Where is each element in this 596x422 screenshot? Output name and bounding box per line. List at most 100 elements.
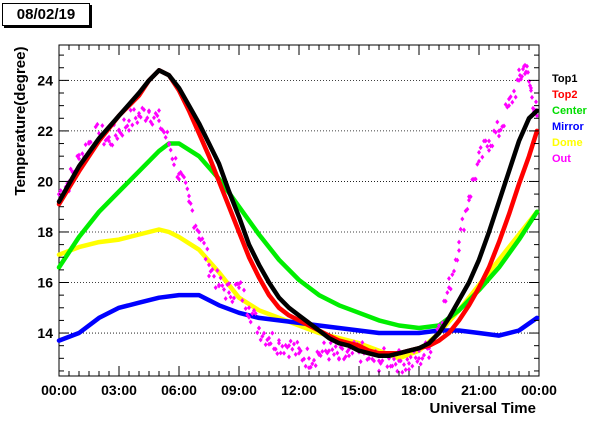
- data-point: [270, 330, 275, 336]
- chart-title-box: 08/02/19: [2, 3, 90, 26]
- data-point: [267, 335, 271, 341]
- data-point: [510, 99, 515, 105]
- data-point: [113, 133, 118, 139]
- data-point: [467, 194, 471, 200]
- data-point: [360, 340, 365, 346]
- data-point: [307, 355, 311, 361]
- data-point: [382, 345, 386, 351]
- data-point: [303, 363, 308, 369]
- y-tick-label: 18: [37, 224, 53, 240]
- series-layer: [56, 62, 540, 375]
- data-point: [213, 285, 218, 291]
- data-point: [240, 297, 245, 303]
- data-point: [517, 77, 521, 83]
- data-point: [135, 120, 140, 126]
- data-point: [278, 350, 283, 356]
- data-point: [502, 123, 506, 129]
- data-point: [205, 246, 210, 252]
- data-point: [247, 314, 251, 320]
- data-point: [485, 143, 490, 149]
- y-axis-title: Temperature(degree): [12, 47, 29, 196]
- data-point: [377, 358, 381, 364]
- legend-label-out: Out: [552, 153, 571, 165]
- data-point: [218, 275, 223, 281]
- data-point: [207, 273, 211, 279]
- data-point: [367, 355, 371, 361]
- data-point: [137, 113, 141, 119]
- data-point: [310, 361, 315, 367]
- data-point: [223, 296, 228, 302]
- data-point: [327, 348, 331, 354]
- data-point: [308, 364, 313, 370]
- data-point: [110, 142, 115, 148]
- data-point: [480, 154, 485, 160]
- data-point: [405, 356, 410, 362]
- data-point: [495, 119, 500, 125]
- data-point: [390, 363, 395, 369]
- data-point: [397, 358, 401, 364]
- y-tick-label: 16: [37, 275, 53, 291]
- data-point: [170, 156, 175, 162]
- data-point: [87, 141, 91, 147]
- x-tick-label: 09:00: [221, 382, 257, 398]
- data-point: [83, 142, 88, 148]
- x-tick-label: 06:00: [161, 382, 197, 398]
- data-point: [452, 268, 456, 274]
- data-point: [203, 256, 208, 262]
- data-point: [250, 311, 255, 317]
- data-point: [227, 290, 231, 296]
- data-point: [513, 94, 518, 100]
- y-tick-label: 14: [37, 325, 53, 341]
- data-point: [427, 355, 431, 361]
- data-point: [127, 127, 131, 133]
- data-point: [100, 123, 105, 129]
- data-point: [517, 67, 521, 73]
- data-point: [207, 262, 211, 268]
- data-point: [407, 366, 411, 372]
- data-point: [295, 339, 300, 345]
- data-point: [305, 346, 310, 352]
- data-point: [95, 121, 100, 127]
- data-point: [487, 147, 491, 153]
- data-point: [165, 129, 170, 135]
- data-point: [222, 287, 226, 293]
- data-point: [320, 349, 325, 355]
- data-point: [447, 275, 451, 281]
- data-point: [120, 132, 125, 138]
- data-point: [107, 134, 111, 140]
- data-point: [529, 85, 533, 91]
- data-point: [253, 310, 258, 316]
- data-point: [147, 108, 151, 114]
- series-center: [56, 141, 540, 331]
- data-point: [77, 156, 81, 162]
- data-point: [115, 136, 120, 142]
- data-point: [128, 107, 133, 113]
- data-point: [350, 350, 355, 356]
- y-tick-label: 22: [37, 123, 53, 139]
- data-point: [458, 226, 463, 232]
- data-point: [277, 340, 281, 346]
- data-point: [333, 344, 338, 350]
- data-point: [117, 128, 121, 134]
- data-point: [247, 305, 251, 311]
- data-point: [457, 239, 461, 245]
- data-point: [385, 364, 390, 370]
- data-point: [483, 138, 488, 144]
- data-point: [437, 322, 441, 328]
- data-point: [497, 133, 501, 139]
- data-point: [252, 307, 256, 313]
- data-point: [263, 342, 268, 348]
- data-point: [417, 355, 421, 361]
- data-point: [408, 354, 413, 360]
- legend-label-top2: Top2: [552, 89, 577, 101]
- data-point: [132, 107, 136, 113]
- data-point: [77, 152, 81, 158]
- data-point: [142, 107, 146, 113]
- data-point: [167, 141, 171, 147]
- data-point: [407, 360, 411, 366]
- data-point: [313, 363, 318, 369]
- data-point: [343, 354, 348, 360]
- data-point: [282, 350, 286, 356]
- data-point: [127, 118, 131, 124]
- data-point: [102, 141, 106, 147]
